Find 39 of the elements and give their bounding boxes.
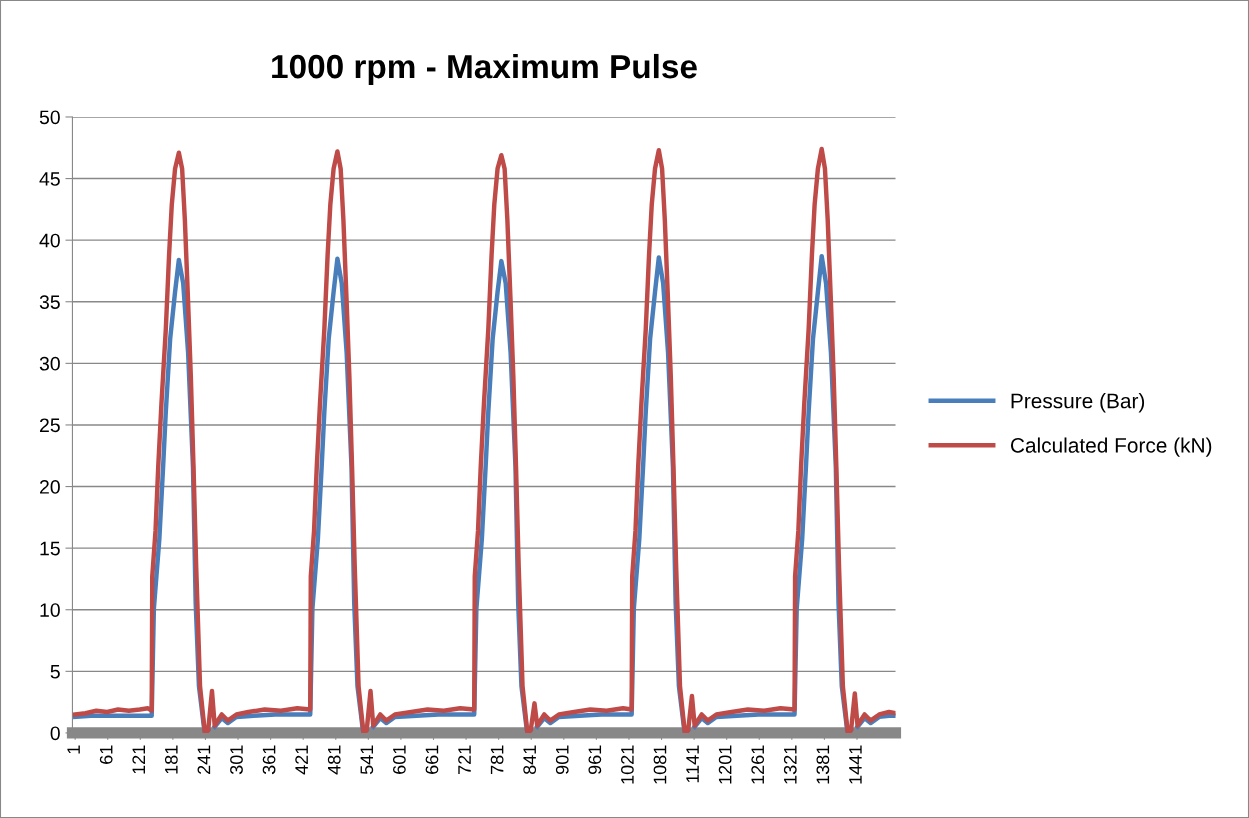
x-tick-label: 61 [99,745,113,764]
x-tick-label: 361 [262,745,276,775]
x-tick-label: 1261 [751,745,765,784]
x-tick-label: 421 [295,745,308,775]
x-tick-label: 601 [392,745,406,774]
x-tick-label: 1321 [783,745,797,784]
x-tick-label: 961 [588,745,602,775]
x-tick-label: 1141 [686,745,699,783]
x-tick-label: 1081 [653,745,667,784]
x-tick-label: 781 [490,745,504,774]
y-tick-label: 5 [50,665,60,679]
y-tick-label: 35 [39,295,60,309]
x-tick-label: 181 [164,745,178,774]
x-tick-label: 661 [425,745,439,774]
y-tick-label: 40 [39,233,60,248]
y-tick-label: 30 [39,356,60,371]
y-tick-label: 0 [50,726,60,741]
legend-label: Calculated Force (kN) [1010,437,1212,457]
x-tick-label: 1201 [718,745,732,784]
x-tick-label: 481 [327,745,341,775]
y-tick-label: 20 [39,480,60,494]
y-tick-label: 50 [39,110,60,125]
x-tick-label: 901 [555,745,569,775]
y-tick-label: 25 [39,418,60,433]
y-tick-label: 10 [40,603,60,617]
x-tick-label: 121 [132,745,145,774]
x-tick-label: 1441 [849,745,862,784]
x-tick-label: 1 [67,745,80,754]
x-tick-label: 301 [230,745,243,775]
y-tick-label: 15 [40,541,60,556]
x-tick-label: 1021 [621,745,634,784]
x-tick-label: 541 [360,745,374,775]
chart-title: 1000 rpm - Maximum Pulse [272,53,697,85]
y-tick-label: 45 [39,172,60,186]
x-tick-label: 241 [197,745,211,774]
x-tick-label: 841 [523,745,537,775]
x-tick-label: 721 [458,745,471,774]
x-tick-label: 1381 [816,745,830,784]
legend-label: Pressure (Bar) [1011,393,1145,413]
